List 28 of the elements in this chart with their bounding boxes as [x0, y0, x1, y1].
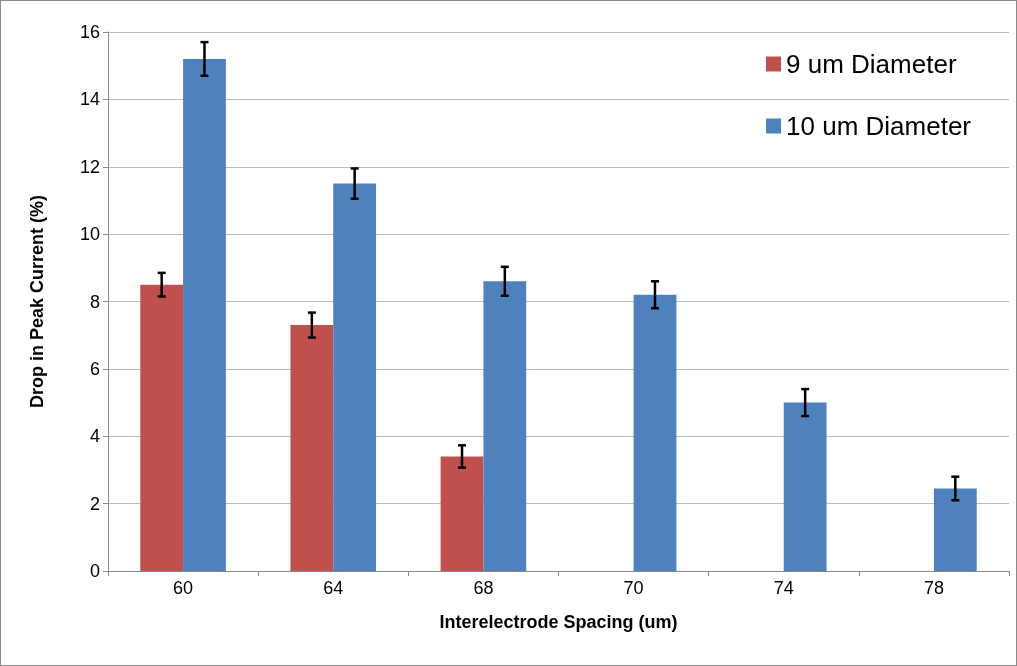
- bar: [440, 456, 484, 571]
- y-tick-label: 10: [79, 224, 100, 245]
- x-tick-label: 60: [173, 578, 194, 598]
- bar: [933, 488, 977, 571]
- y-tick-label: 6: [89, 358, 100, 379]
- bar: [183, 58, 226, 571]
- x-tick-label: 70: [623, 578, 644, 598]
- bar: [290, 325, 334, 571]
- y-tick-label: 0: [89, 561, 100, 581]
- y-tick-label: 12: [79, 156, 100, 177]
- bar: [483, 281, 527, 571]
- y-tick-label: 2: [89, 493, 100, 514]
- legend-label: 10 um Diameter: [786, 111, 972, 141]
- bar: [333, 183, 377, 571]
- bar: [140, 284, 184, 571]
- y-axis-title: Drop in Peak Current (%): [27, 194, 47, 409]
- x-tick-label: 64: [323, 578, 344, 598]
- x-tick-label: 68: [473, 578, 494, 598]
- y-tick-label: 14: [79, 89, 100, 110]
- x-tick-label: 74: [773, 578, 794, 598]
- x-tick-label: 78: [923, 578, 944, 598]
- y-tick-label: 4: [89, 426, 100, 447]
- bar: [633, 294, 677, 571]
- x-axis-title: Interelectrode Spacing (um): [439, 612, 678, 632]
- y-tick-label: 16: [79, 22, 100, 42]
- legend-label: 9 um Diameter: [786, 49, 957, 79]
- y-tick-label: 8: [89, 291, 100, 312]
- bar: [783, 402, 827, 571]
